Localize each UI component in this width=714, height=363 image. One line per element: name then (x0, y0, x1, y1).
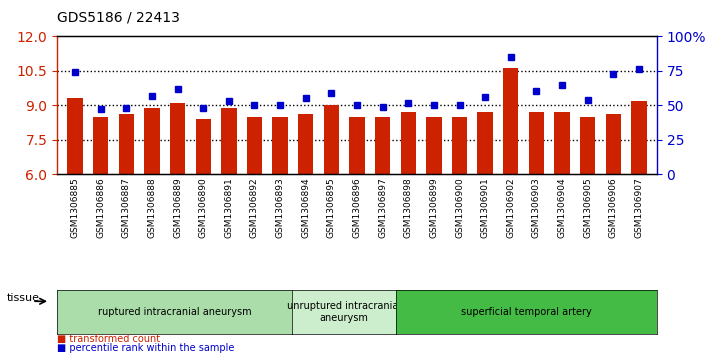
Bar (273, 117, 288, 174)
Bar (503, 69, 518, 174)
Bar (554, 112, 570, 174)
Bar (605, 114, 621, 174)
Bar (170, 103, 185, 174)
Bar (67, 98, 83, 174)
Bar (375, 117, 391, 174)
Bar (323, 105, 339, 174)
Bar (247, 117, 262, 174)
Bar (478, 112, 493, 174)
Text: unruptured intracranial
aneurysm: unruptured intracranial aneurysm (287, 301, 401, 323)
Bar (221, 107, 236, 174)
Bar (144, 107, 160, 174)
Text: tissue: tissue (7, 293, 40, 303)
Text: superficial temporal artery: superficial temporal artery (461, 307, 592, 317)
Text: ■ percentile rank within the sample: ■ percentile rank within the sample (57, 343, 234, 354)
Bar (452, 117, 467, 174)
Bar (580, 117, 595, 174)
Bar (196, 119, 211, 174)
Text: ■ transformed count: ■ transformed count (57, 334, 160, 344)
Bar (119, 114, 134, 174)
Bar (93, 117, 109, 174)
Bar (401, 112, 416, 174)
Bar (349, 117, 365, 174)
Text: GDS5186 / 22413: GDS5186 / 22413 (57, 11, 180, 25)
Bar (631, 101, 647, 174)
Text: ruptured intracranial aneurysm: ruptured intracranial aneurysm (98, 307, 251, 317)
Bar (529, 112, 544, 174)
Bar (298, 114, 313, 174)
Bar (426, 117, 441, 174)
